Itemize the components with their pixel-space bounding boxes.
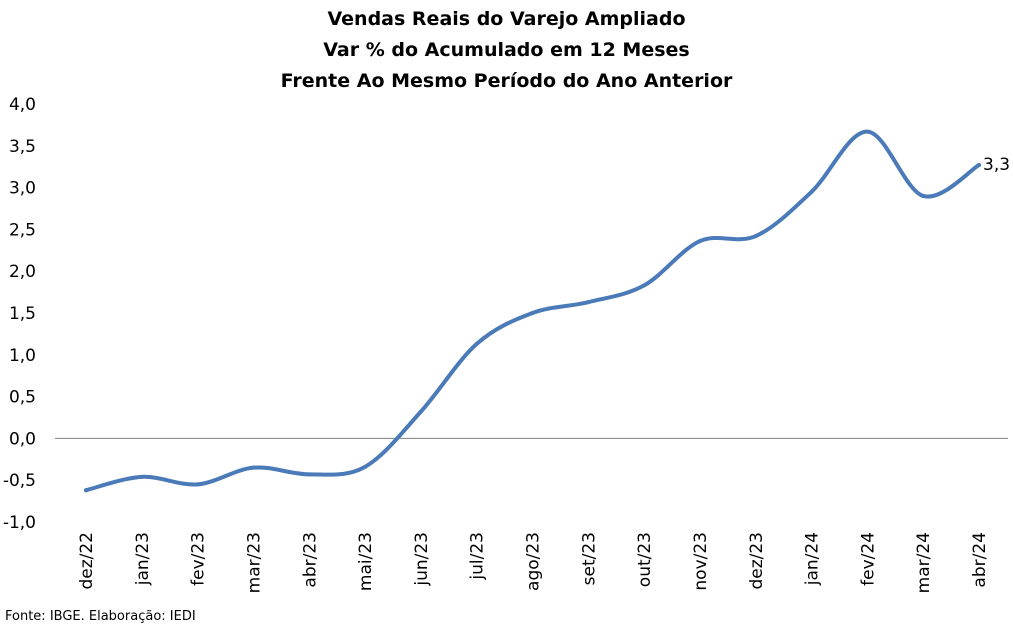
y-tick-label: -0,5 [3,471,36,491]
source-note: Fonte: IBGE. Elaboração: IEDI [5,609,196,624]
x-axis-ticks: dez/22 jan/23 fev/23 mar/23 abr/23 mai/23 jun/… [77,532,990,593]
y-tick-label: 0,5 [9,388,36,408]
data-point [474,341,479,346]
x-tick-label: mai/23 [356,532,376,591]
data-point [586,300,591,305]
x-tick-label: jul/23 [468,532,488,581]
data-point [307,472,312,477]
x-tick-label: ago/23 [524,532,544,591]
x-tick-label: set/23 [579,532,599,585]
x-tick-label: jan/23 [133,532,153,586]
data-point [84,488,88,493]
data-point [195,482,200,487]
x-tick-label: abr/24 [970,532,990,588]
data-label-last: 3,3 [983,155,1010,175]
data-point [642,283,647,288]
y-tick-label: 1,0 [9,346,36,366]
y-axis-ticks: 4,0 3,5 3,0 2,5 2,0 1,5 1,0 0,5 0,0 -0,5 -1,0 [3,95,36,533]
y-tick-label: -1,0 [3,513,36,533]
y-tick-label: 3,0 [9,179,36,199]
x-tick-label: dez/23 [747,532,767,590]
title-line-2: Var % do Acumulado em 12 Meses [323,39,690,61]
data-point [251,465,256,470]
series-line [84,129,981,493]
title-line-3: Frente Ao Mesmo Período do Ano Anterior [280,70,733,92]
x-tick-label: dez/22 [77,532,97,590]
x-tick-label: jun/23 [412,532,432,587]
data-point [977,163,981,168]
chart-title: Vendas Reais do Varejo Ampliado Var % do… [0,4,1013,97]
x-tick-label: out/23 [635,532,655,587]
y-tick-label: 4,0 [9,95,36,115]
x-tick-label: mar/23 [244,532,264,593]
data-point [697,239,702,244]
x-tick-label: nov/23 [691,532,711,591]
data-point [530,311,535,315]
data-point [865,129,870,134]
data-point [921,193,926,198]
y-tick-label: 2,5 [9,220,36,240]
data-point [809,189,814,194]
x-tick-label: abr/23 [300,532,320,588]
data-point [363,464,368,469]
y-tick-label: 2,0 [9,262,36,282]
x-tick-label: fev/23 [189,532,209,586]
y-tick-label: 1,5 [9,304,36,324]
x-tick-label: jan/24 [803,532,823,586]
y-tick-label: 0,0 [9,429,36,449]
title-line-1: Vendas Reais do Varejo Ampliado [327,8,686,30]
x-tick-label: fev/24 [858,532,878,586]
x-tick-label: mar/24 [914,532,934,593]
data-points [84,129,981,493]
data-point [753,234,758,239]
data-point [418,409,423,414]
y-tick-label: 3,5 [9,137,36,157]
data-point [139,474,144,479]
